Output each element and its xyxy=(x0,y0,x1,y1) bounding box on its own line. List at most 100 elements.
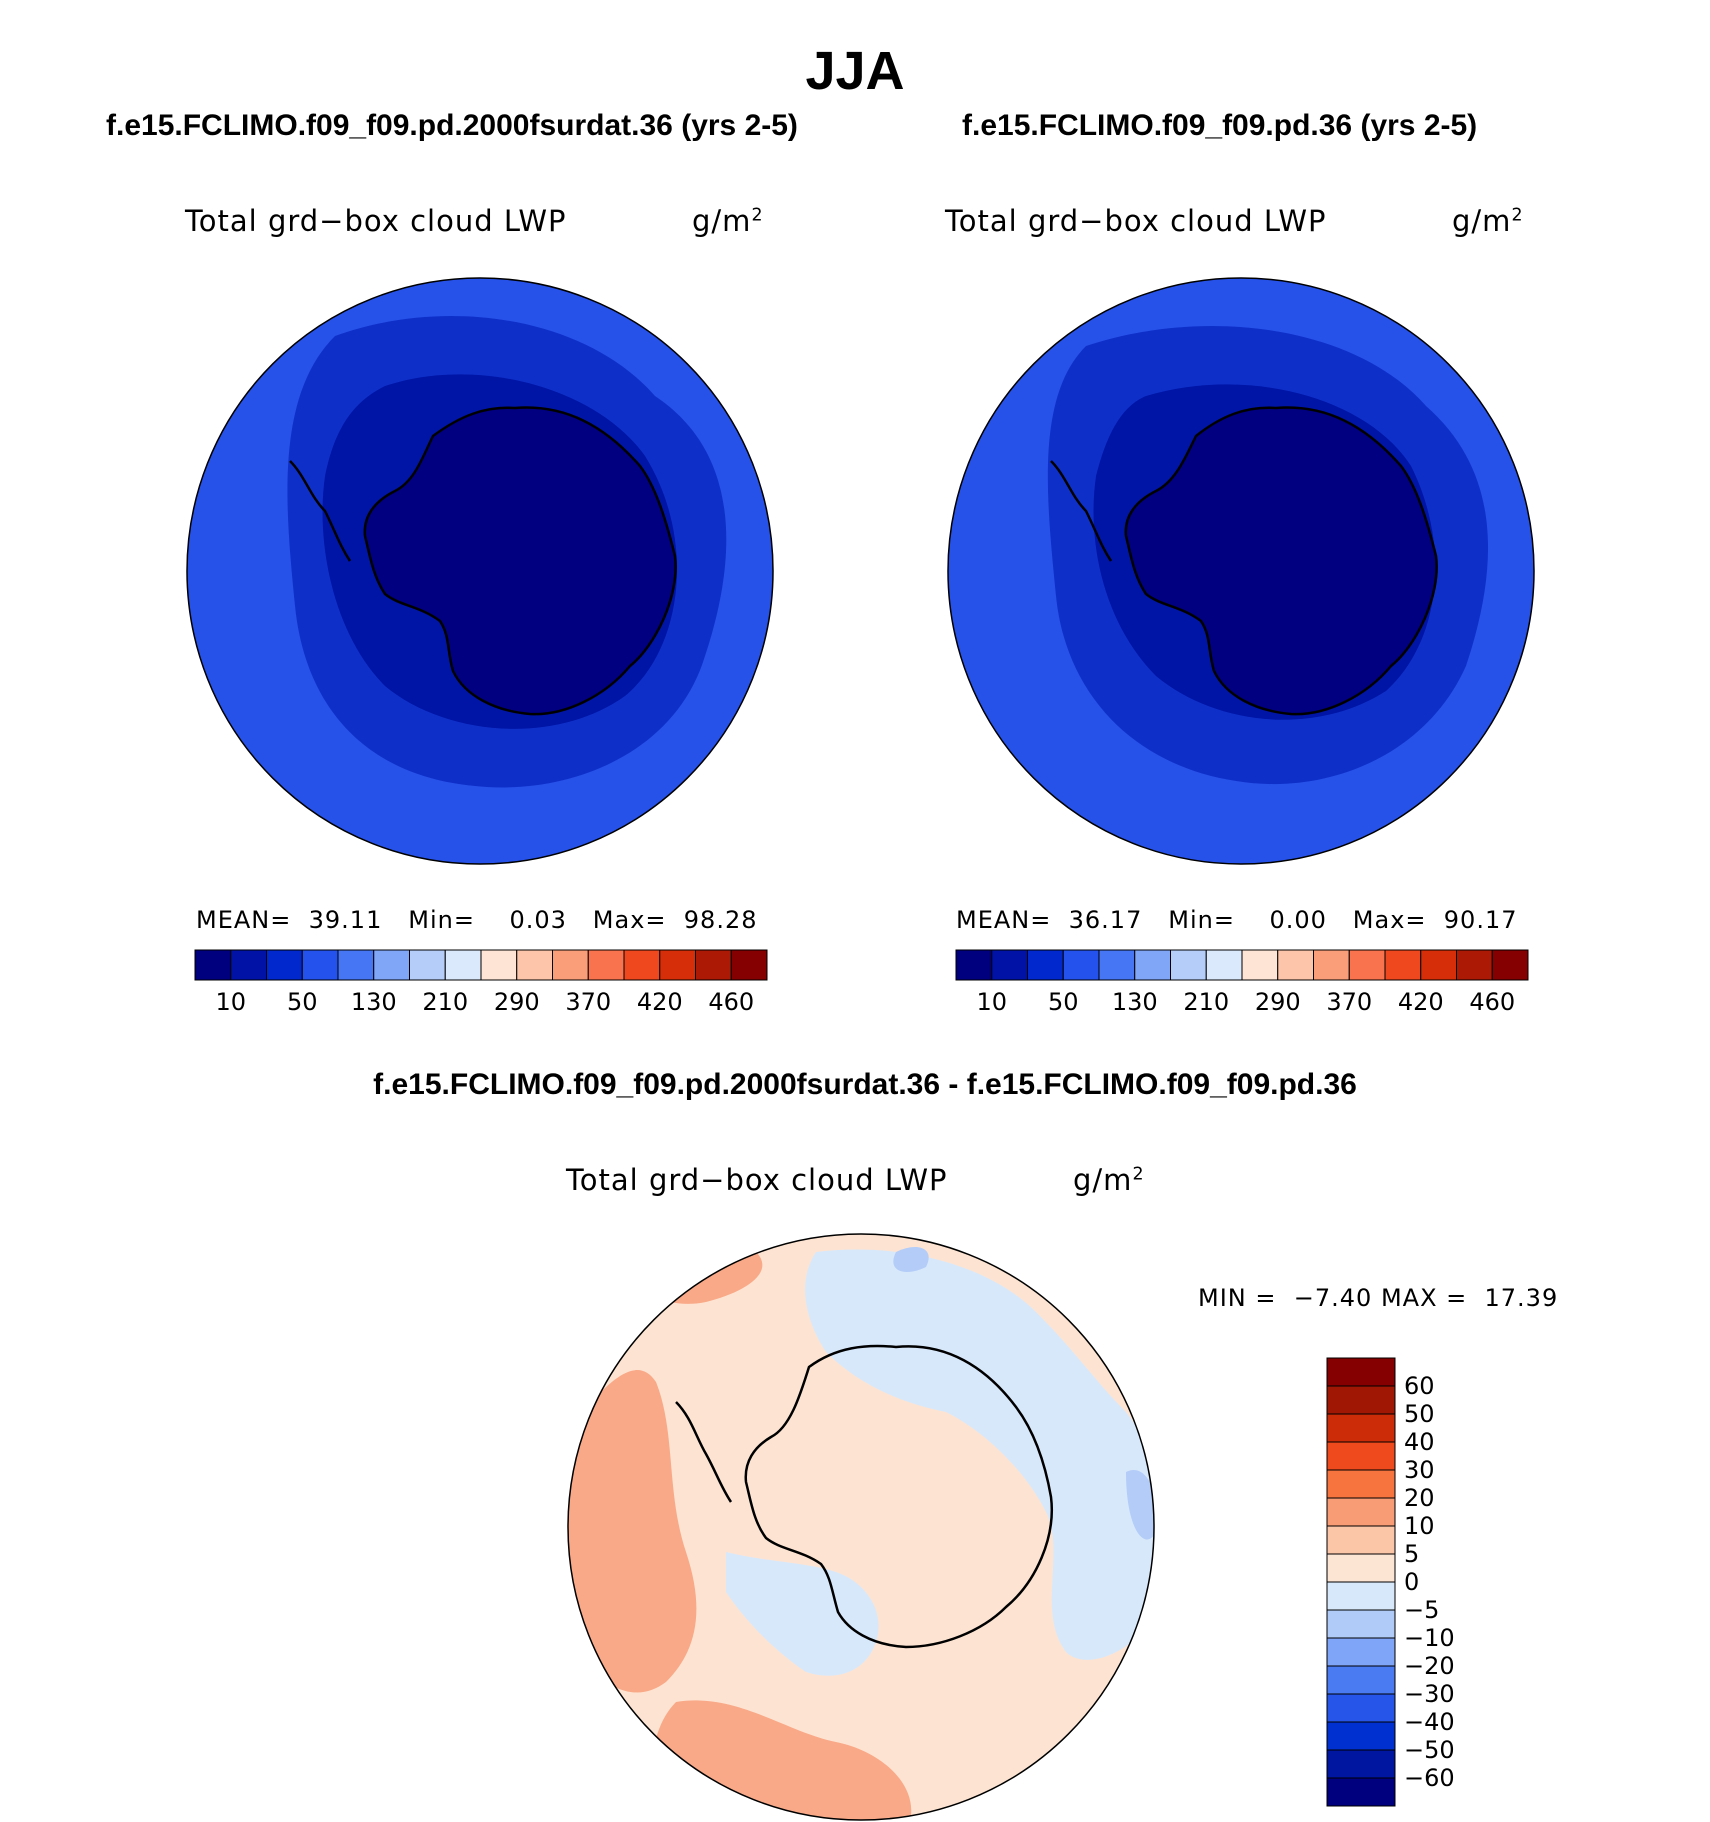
colorbar-tick-label: −60 xyxy=(1404,1764,1455,1792)
panel-2-colorbar xyxy=(955,949,1529,981)
colorbar-swatch xyxy=(1326,1441,1396,1471)
colorbar-tick-label: 50 xyxy=(286,988,318,1016)
colorbar-swatch xyxy=(1205,949,1243,981)
colorbar-swatch xyxy=(1326,1413,1396,1443)
colorbar-swatch xyxy=(1456,949,1493,981)
colorbar-tick-label: −40 xyxy=(1404,1708,1455,1736)
colorbar-tick-label: 60 xyxy=(1404,1372,1435,1400)
colorbar-swatch xyxy=(1326,1553,1396,1583)
colorbar-tick-label: 290 xyxy=(1254,988,1301,1016)
lwp-core-region xyxy=(1124,406,1438,716)
colorbar-swatch xyxy=(1326,1581,1396,1611)
panel-1-map-border xyxy=(186,277,774,865)
colorbar-swatch xyxy=(1277,949,1314,981)
diff-polar-map xyxy=(567,1233,1155,1821)
diff-colorbar-ticks: 60 50 40 30 20 10 5 0 −5 −10 −20 −30 −40 −50 −60 xyxy=(1404,1358,1494,1806)
colorbar-swatch xyxy=(266,949,303,981)
colorbar-tick-label: 130 xyxy=(350,988,397,1016)
colorbar-swatch xyxy=(1420,949,1457,981)
colorbar-tick-label: 10 xyxy=(1404,1512,1435,1540)
lwp-core-region xyxy=(363,406,677,716)
colorbar-tick-label: 460 xyxy=(708,988,755,1016)
colorbar-swatch xyxy=(695,949,732,981)
colorbar-tick-label: −20 xyxy=(1404,1652,1455,1680)
panel-1-colorbar xyxy=(194,949,768,981)
colorbar-tick-label: 370 xyxy=(565,988,612,1016)
colorbar-swatch xyxy=(1062,949,1100,981)
colorbar-tick-label: 20 xyxy=(1404,1484,1435,1512)
colorbar-swatch xyxy=(587,949,625,981)
colorbar-tick-label: 460 xyxy=(1469,988,1516,1016)
colorbar-swatch xyxy=(1326,1721,1396,1751)
colorbar-swatch xyxy=(1326,1665,1396,1695)
panel-2-polar-map xyxy=(947,277,1535,865)
colorbar-swatch xyxy=(730,949,768,981)
colorbar-tick-label: 370 xyxy=(1326,988,1373,1016)
diff-negative-medium-patch xyxy=(893,1247,929,1272)
panel-2-units: g/m2 xyxy=(1452,204,1524,238)
colorbar-tick-label: 210 xyxy=(422,988,469,1016)
diff-negative-small-lobe xyxy=(726,1552,879,1676)
panel-2-colorbar-ticks: 10 50 130 210 290 370 420 460 xyxy=(956,988,1528,1018)
peninsula-coastline xyxy=(675,1401,733,1503)
panel-2-case-title: f.e15.FCLIMO.f09_f09.pd.36 (yrs 2-5) xyxy=(962,109,1478,142)
colorbar-tick-label: 420 xyxy=(636,988,683,1016)
colorbar-swatch xyxy=(1241,949,1279,981)
colorbar-swatch xyxy=(1326,1777,1396,1807)
peninsula-coastline xyxy=(289,460,352,562)
peninsula-coastline xyxy=(1050,460,1113,562)
colorbar-swatch xyxy=(1134,949,1171,981)
diff-positive-medium-west xyxy=(568,1370,697,1693)
colorbar-swatch xyxy=(1326,1609,1396,1639)
diff-min-max: MIN = −7.40 MAX = 17.39 xyxy=(1198,1284,1559,1312)
colorbar-tick-label: 10 xyxy=(976,988,1008,1016)
panel-1-colorbar-ticks: 10 50 130 210 290 370 420 460 xyxy=(195,988,767,1018)
colorbar-tick-label: 30 xyxy=(1404,1456,1435,1484)
colorbar-swatch xyxy=(337,949,375,981)
colorbar-swatch xyxy=(991,949,1028,981)
colorbar-swatch xyxy=(1348,949,1386,981)
colorbar-tick-label: 130 xyxy=(1111,988,1158,1016)
colorbar-swatch xyxy=(955,949,993,981)
colorbar-tick-label: 420 xyxy=(1397,988,1444,1016)
colorbar-swatch xyxy=(1098,949,1136,981)
colorbar-swatch xyxy=(1326,1357,1396,1387)
diff-negative-medium-east xyxy=(1126,1470,1154,1540)
colorbar-swatch xyxy=(480,949,518,981)
panel-1-stats: MEAN= 39.11 Min= 0.03 Max= 98.28 xyxy=(196,906,758,934)
colorbar-swatch xyxy=(1326,1693,1396,1723)
colorbar-swatch xyxy=(1384,949,1422,981)
colorbar-tick-label: 290 xyxy=(493,988,540,1016)
diff-colorbar xyxy=(1326,1357,1396,1807)
colorbar-tick-label: 10 xyxy=(215,988,247,1016)
colorbar-swatch xyxy=(230,949,267,981)
colorbar-swatch xyxy=(301,949,339,981)
colorbar-swatch xyxy=(552,949,589,981)
colorbar-swatch xyxy=(1326,1637,1396,1667)
colorbar-swatch xyxy=(1313,949,1350,981)
panel-1-polar-map xyxy=(186,277,774,865)
colorbar-tick-label: 40 xyxy=(1404,1428,1435,1456)
colorbar-tick-label: −50 xyxy=(1404,1736,1455,1764)
colorbar-swatch xyxy=(1491,949,1529,981)
colorbar-swatch xyxy=(659,949,696,981)
colorbar-swatch xyxy=(1326,1525,1396,1555)
colorbar-swatch xyxy=(1326,1469,1396,1499)
colorbar-swatch xyxy=(444,949,482,981)
colorbar-tick-label: 5 xyxy=(1404,1540,1420,1568)
colorbar-swatch xyxy=(1326,1385,1396,1415)
panel-1-variable-label: Total grd−box cloud LWP xyxy=(185,204,567,238)
colorbar-swatch xyxy=(409,949,446,981)
panel-2-stats: MEAN= 36.17 Min= 0.00 Max= 90.17 xyxy=(956,906,1518,934)
colorbar-swatch xyxy=(194,949,232,981)
panel-1-units: g/m2 xyxy=(692,204,764,238)
diff-panel-title: f.e15.FCLIMO.f09_f09.pd.2000fsurdat.36 -… xyxy=(373,1068,1357,1101)
colorbar-swatch xyxy=(1170,949,1207,981)
diff-units: g/m2 xyxy=(1073,1163,1145,1197)
colorbar-tick-label: 50 xyxy=(1047,988,1079,1016)
colorbar-tick-label: 0 xyxy=(1404,1568,1420,1596)
colorbar-tick-label: 50 xyxy=(1404,1400,1435,1428)
diff-variable-label: Total grd−box cloud LWP xyxy=(566,1163,948,1197)
panel-2-variable-label: Total grd−box cloud LWP xyxy=(945,204,1327,238)
colorbar-swatch xyxy=(623,949,661,981)
